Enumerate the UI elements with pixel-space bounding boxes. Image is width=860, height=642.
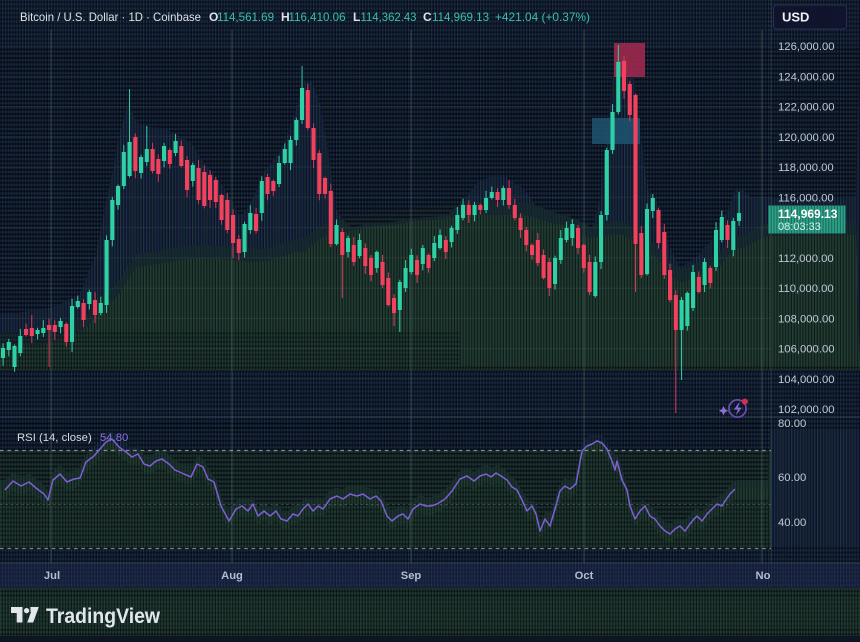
svg-text:118,000.00: 118,000.00 [778, 162, 834, 174]
svg-text:No: No [756, 570, 771, 582]
svg-text:114,969.13: 114,969.13 [778, 207, 838, 221]
svg-text:80.00: 80.00 [778, 418, 806, 430]
svg-text:O: O [209, 10, 218, 24]
svg-text:110,000.00: 110,000.00 [778, 283, 834, 295]
svg-text:Aug: Aug [221, 570, 243, 582]
svg-text:114,362.43: 114,362.43 [361, 10, 417, 24]
svg-text:108,000.00: 108,000.00 [778, 313, 835, 325]
svg-text:122,000.00: 122,000.00 [778, 102, 835, 114]
svg-text:116,000.00: 116,000.00 [778, 192, 834, 204]
svg-text:08:03:33: 08:03:33 [778, 221, 821, 233]
svg-text:104,000.00: 104,000.00 [778, 374, 835, 386]
svg-text:54.80: 54.80 [100, 432, 128, 444]
svg-text:RSI (14, close): RSI (14, close) [17, 432, 92, 444]
svg-text:+421.04 (+0.37%): +421.04 (+0.37%) [495, 10, 590, 24]
svg-text:40.00: 40.00 [778, 517, 806, 529]
svg-text:124,000.00: 124,000.00 [778, 71, 835, 83]
svg-text:106,000.00: 106,000.00 [778, 344, 835, 356]
svg-text:116,410.06: 116,410.06 [289, 10, 346, 24]
svg-text:Sep: Sep [401, 570, 422, 582]
svg-text:126,000.00: 126,000.00 [778, 41, 835, 53]
svg-text:102,000.00: 102,000.00 [778, 404, 835, 416]
svg-text:TradingView: TradingView [46, 605, 161, 628]
svg-text:60.00: 60.00 [778, 472, 806, 484]
svg-text:USD: USD [782, 10, 809, 25]
svg-text:C: C [423, 10, 432, 24]
svg-text:114,969.13: 114,969.13 [432, 10, 489, 24]
svg-text:112,000.00: 112,000.00 [778, 253, 834, 265]
svg-text:114,561.69: 114,561.69 [217, 10, 274, 24]
svg-text:Oct: Oct [575, 570, 594, 582]
svg-text:Bitcoin / U.S. Dollar · 1D · C: Bitcoin / U.S. Dollar · 1D · Coinbase [20, 10, 201, 24]
svg-text:H: H [281, 10, 290, 24]
svg-text:120,000.00: 120,000.00 [778, 132, 835, 144]
svg-text:Jul: Jul [44, 570, 60, 582]
svg-text:L: L [353, 10, 360, 24]
